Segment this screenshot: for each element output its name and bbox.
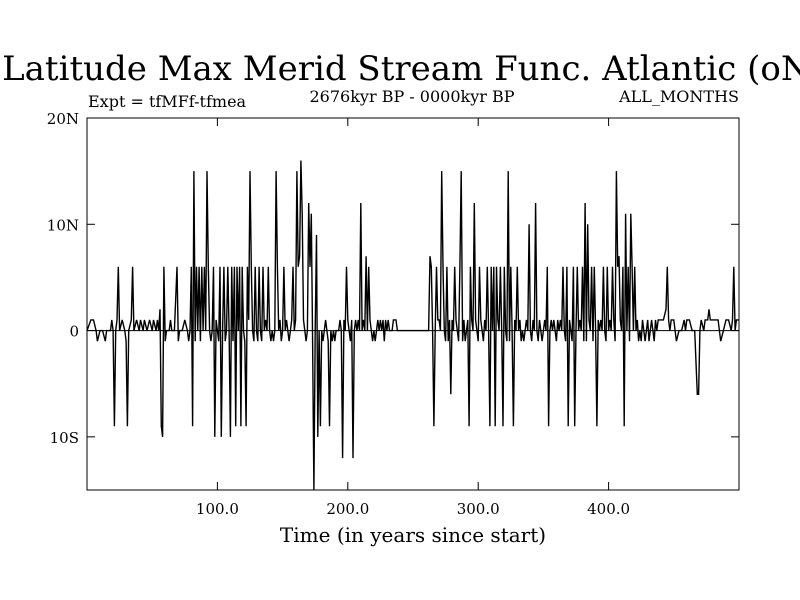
x-tick-label: 200.0 [326, 500, 369, 518]
series-line [86, 160, 739, 491]
x-axis-label: Time (in years since start) [280, 523, 546, 547]
plot-frame [86, 117, 740, 491]
x-tick-label: 100.0 [196, 500, 239, 518]
months-label: ALL_MONTHS [618, 87, 739, 106]
x-tick-label: 300.0 [457, 500, 500, 518]
x-axis-ticks: 100.0 200.0 300.0 400.0 [196, 118, 630, 518]
chart-title: Latitude Max Merid Stream Func. Atlantic… [2, 49, 800, 89]
period-subtitle: 2676kyr BP - 0000kyr BP [310, 87, 515, 106]
series-group [86, 160, 739, 491]
y-tick-label: 10N [47, 216, 79, 234]
y-tick-label: 20N [47, 110, 79, 128]
x-tick-label: 400.0 [587, 500, 630, 518]
y-axis-ticks: 20N 10N 0 10S [47, 110, 739, 447]
experiment-label: Expt = tfMFf-tfmea [88, 92, 247, 111]
y-tick-label: 0 [69, 323, 79, 341]
y-tick-label: 10S [50, 429, 79, 447]
